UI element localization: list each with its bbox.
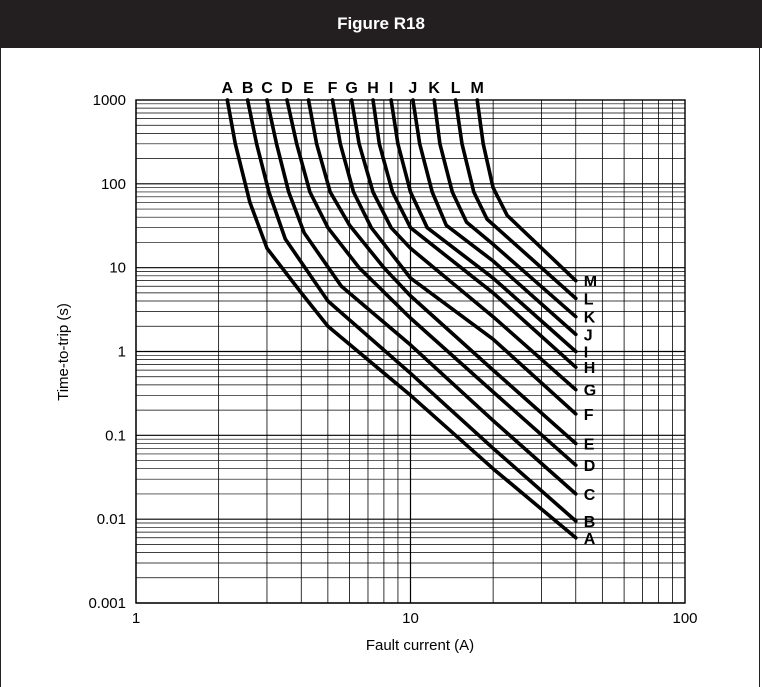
curve-label-end-g: G (584, 383, 596, 400)
y-tick-label: 1 (118, 344, 126, 361)
x-axis-label: Fault current (A) (366, 637, 474, 654)
curve-label-end-e: E (584, 436, 595, 453)
curve-label-top-l: L (451, 80, 461, 97)
curve-m (475, 98, 578, 283)
curve-label-end-k: K (584, 310, 596, 327)
curve-a (225, 98, 578, 540)
y-tick-label: 100 (101, 176, 126, 193)
y-axis-label: Time-to-trip (s) (55, 303, 72, 401)
y-tick-label: 0.1 (105, 427, 126, 444)
curve-label-top-a: A (221, 80, 233, 97)
curve-label-top-k: K (428, 80, 440, 97)
chart-ticks: 0.001 0.01 0.1 1 10 100 1000 1 10 100 (88, 92, 697, 627)
x-tick-label: 10 (402, 610, 419, 627)
curve-i (389, 98, 578, 354)
y-tick-label: 0.001 (88, 595, 126, 612)
curve-b (245, 98, 578, 523)
y-tick-label: 1000 (93, 92, 126, 109)
curve-label-end-l: L (584, 291, 594, 308)
figure-title: Figure R18 (337, 14, 425, 33)
curve-label-top-g: G (345, 80, 357, 97)
y-tick-label: 0.01 (97, 511, 126, 528)
curve-c (265, 98, 578, 496)
curve-d (285, 98, 578, 467)
curve-label-top-j: J (408, 80, 417, 97)
curve-e (306, 98, 578, 446)
curve-label-end-c: C (584, 487, 596, 504)
curve-label-top-m: M (471, 80, 484, 97)
x-tick-label: 1 (132, 610, 140, 627)
chart-grid (135, 99, 686, 604)
curve-f (330, 98, 578, 416)
curve-j (411, 98, 578, 337)
figure-header: Figure R18 (0, 0, 762, 48)
curve-label-end-j: J (584, 327, 593, 344)
curve-label-top-i: I (389, 80, 393, 97)
curve-l (453, 98, 578, 301)
curve-label-end-i: I (584, 345, 588, 362)
curve-label-top-e: E (303, 80, 314, 97)
curve-label-top-c: C (261, 80, 273, 97)
curve-label-top-f: F (328, 80, 338, 97)
chart-curves (225, 98, 578, 540)
curve-g (349, 98, 578, 392)
curve-label-top-d: D (281, 80, 293, 97)
curve-label-top-b: B (242, 80, 254, 97)
curve-label-top-h: H (367, 80, 379, 97)
x-tick-label: 100 (672, 610, 697, 627)
plot-border (135, 99, 686, 604)
curve-h (371, 98, 578, 369)
curve-label-end-d: D (584, 458, 596, 475)
curve-label-end-a: A (584, 531, 596, 548)
y-tick-label: 10 (109, 260, 126, 277)
curve-label-end-b: B (584, 514, 596, 531)
curve-label-end-h: H (584, 360, 596, 377)
curve-k (432, 98, 578, 319)
curve-label-end-m: M (584, 274, 597, 291)
curve-label-end-f: F (584, 407, 594, 424)
